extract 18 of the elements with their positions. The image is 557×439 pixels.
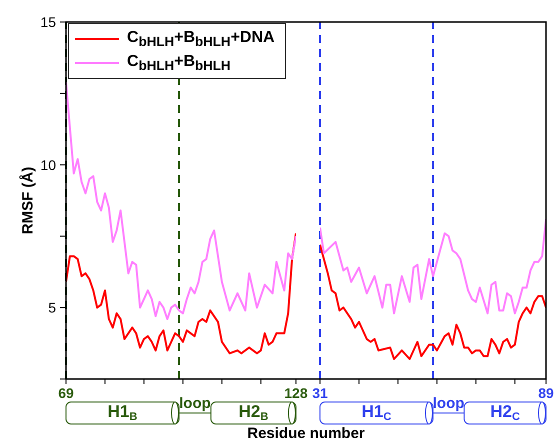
y-tick-label: 15 (40, 14, 56, 30)
line-series (66, 232, 296, 354)
y-tick-label: 5 (48, 300, 56, 316)
x-tick-label: 128 (284, 384, 308, 401)
legend-label: C$_{bHLH}$+B$_{bHLH}$+DNA (127, 28, 275, 50)
x-tick-label: 69 (58, 384, 74, 401)
text: H1$_{B}$ (108, 402, 138, 423)
y-tick-label: 10 (40, 156, 56, 173)
x-tick-label: 89 (538, 384, 554, 401)
text: H2$_{C}$ (490, 402, 520, 423)
x-axis-title: Residue number (247, 425, 365, 439)
legend-label: C$_{bHLH}$+B$_{bHLH}$ (127, 52, 231, 74)
text: loop (432, 395, 464, 412)
text: H1$_{C}$ (362, 402, 392, 423)
text: H2$_{B}$ (238, 402, 268, 423)
y-axis-title: RMSF (Å) (18, 166, 36, 234)
x-tick-label: 31 (312, 384, 328, 401)
text: loop (179, 395, 211, 412)
